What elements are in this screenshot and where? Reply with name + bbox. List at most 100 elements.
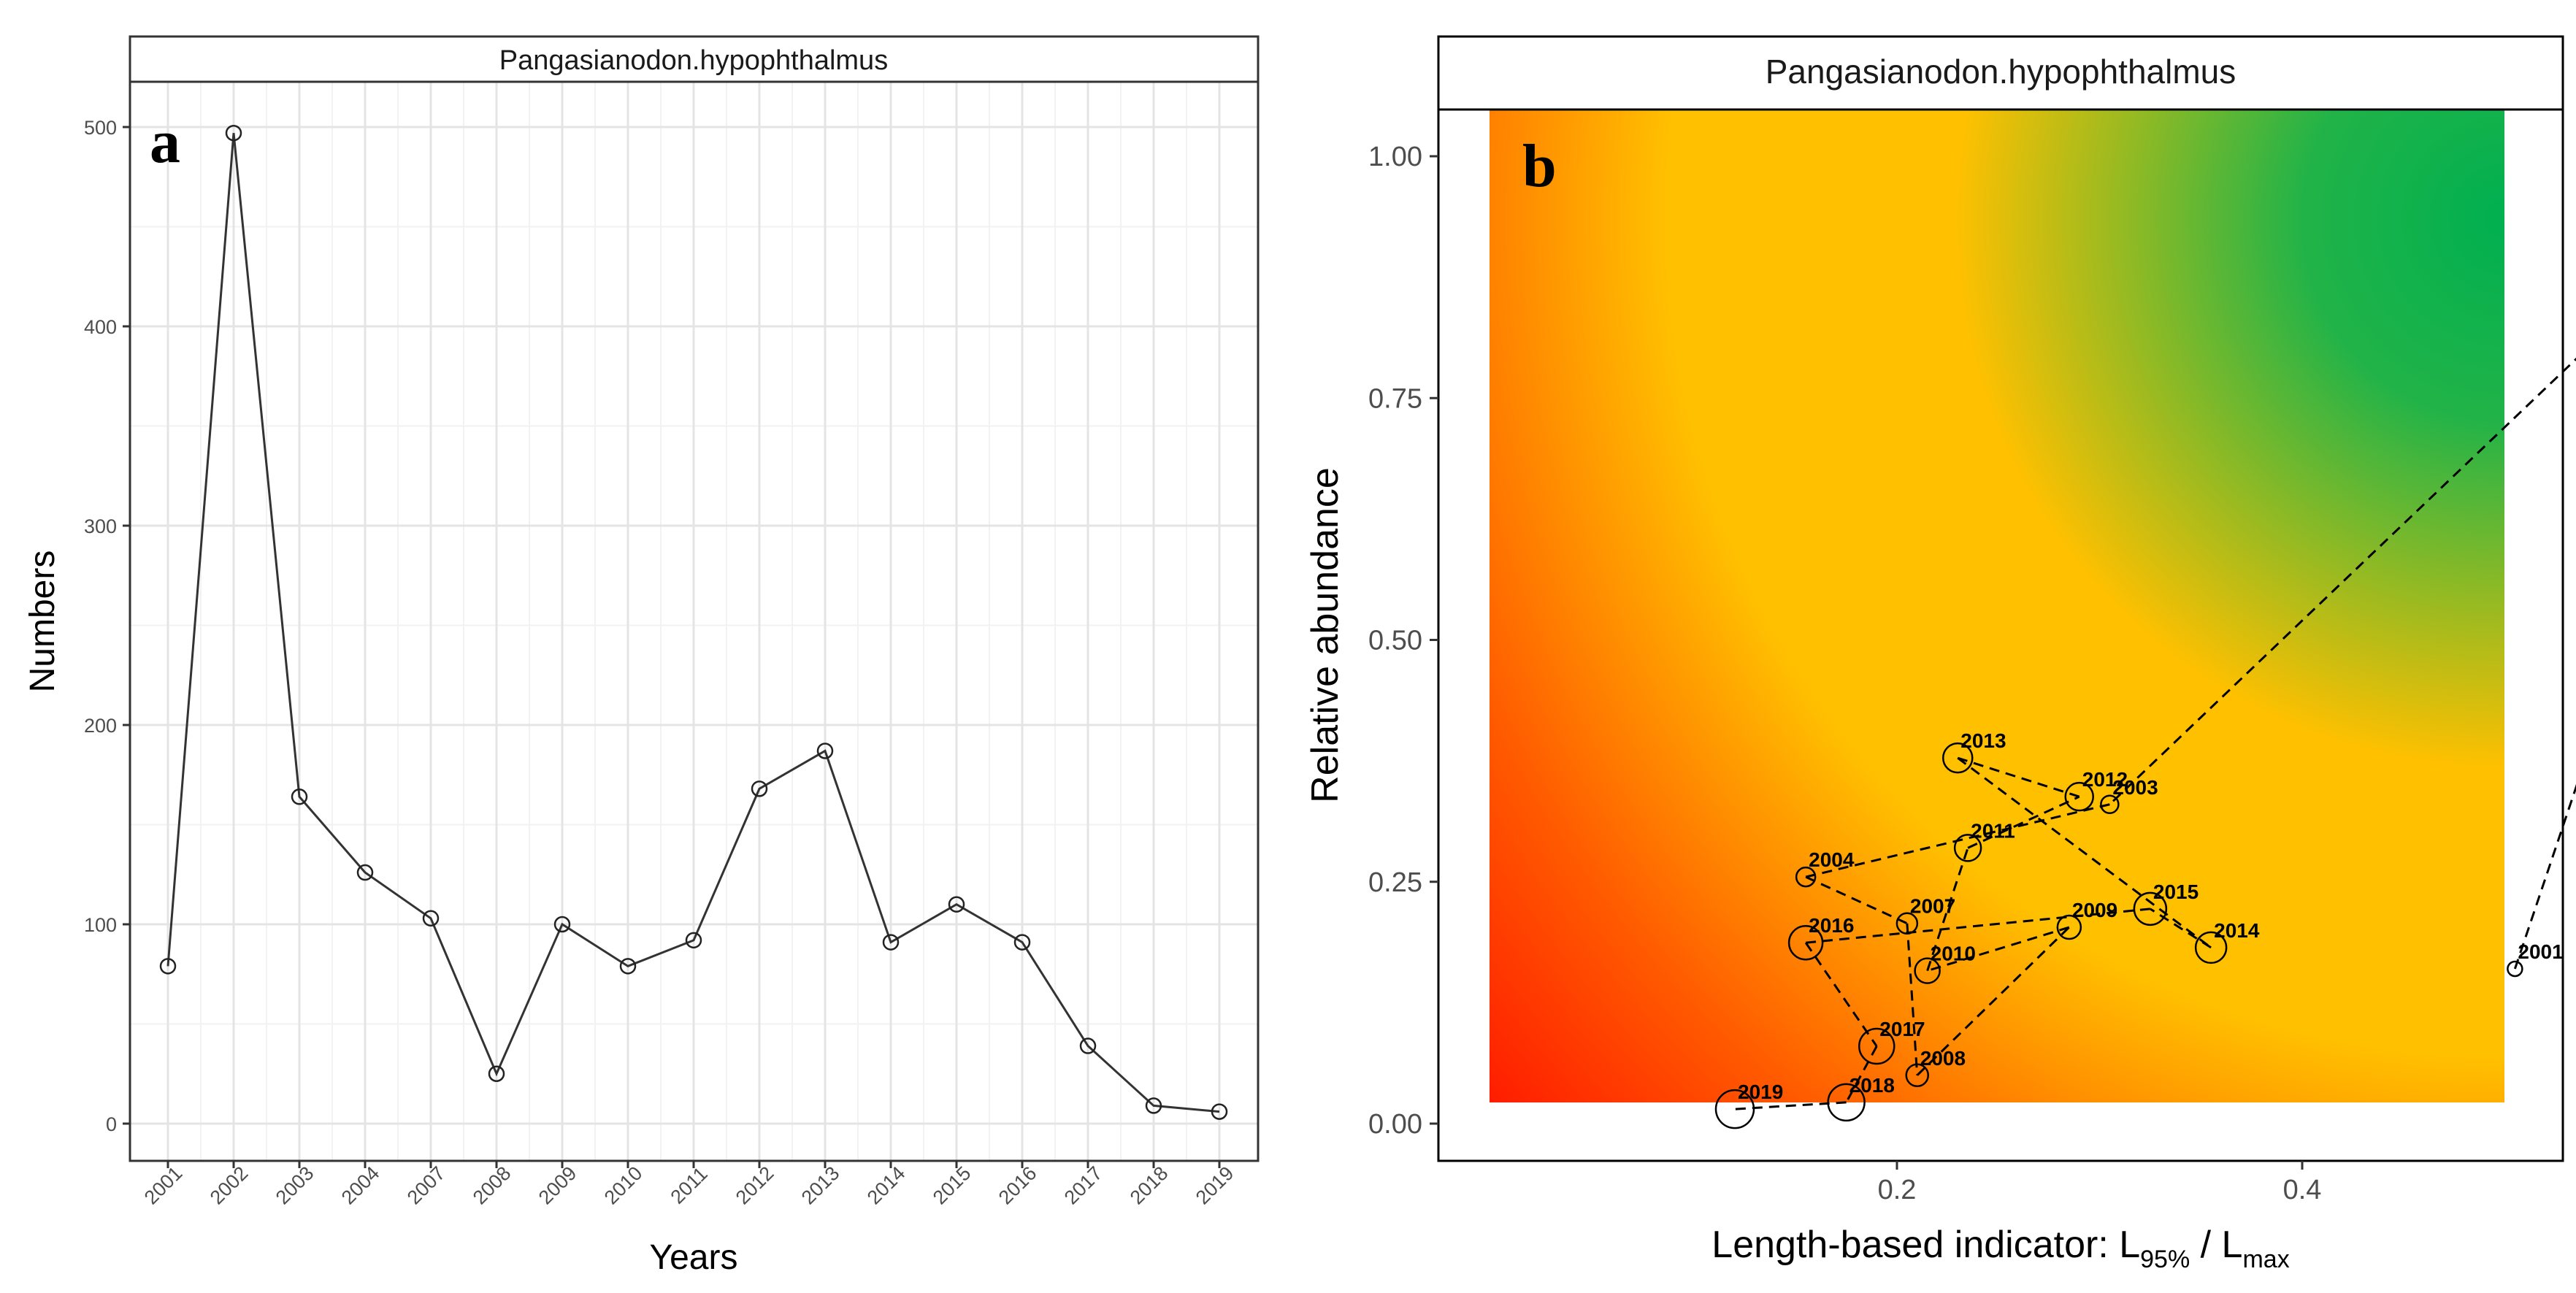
panel-b-year-label-2009: 2009: [2072, 899, 2117, 921]
panel-a-point-2007: [422, 910, 440, 927]
panel-b-ytick-label: 0.00: [1368, 1109, 1422, 1140]
panel-b-year-label-2004: 2004: [1809, 848, 1855, 871]
panel-a-point-2019: [1211, 1103, 1228, 1120]
panel-b-xtick-label: 0.4: [2283, 1175, 2322, 1205]
xlabel-prefix: Length-based indicator: L: [1711, 1224, 2140, 1266]
panel-a-point-2002: [225, 124, 242, 142]
panel-b-points: 2001200220032004200720082009201020112012…: [1714, 729, 2564, 1129]
panel-a-point-2001: [159, 958, 177, 975]
panel-b-segment-2008-2009: [1916, 926, 2070, 1076]
panel-a-point-2014: [882, 934, 900, 951]
panel-a-xlabel: Years: [650, 1238, 738, 1277]
panel-b-segment-2002-2003: [2109, 357, 2576, 805]
panel-a-xtick-label: 2009: [534, 1162, 581, 1209]
panel-a-xtick-label: 2012: [732, 1162, 778, 1209]
panel-b-ytick-label: 0.75: [1368, 383, 1422, 414]
panel-b-year-label-2011: 2011: [1971, 819, 2015, 842]
panel-a-point-2012: [751, 780, 768, 797]
panel-b-segment-2013-2014: [1957, 756, 2212, 949]
panel-b-year-label-2007: 2007: [1910, 895, 1955, 918]
panel-a-strip-title: Pangasianodon.hypophthalmus: [499, 45, 888, 76]
panel-b-ytick-label: 1.00: [1368, 142, 1422, 172]
panel-b-point-2001: [2507, 960, 2523, 978]
panel-a-xtick-label: 2019: [1192, 1162, 1238, 1209]
panel-a-series: [159, 124, 1228, 1120]
panel-a-gridlines: [130, 82, 1258, 1161]
panel-a-point-2011: [685, 932, 702, 949]
panel-b-segment-2011-2012: [1967, 795, 2080, 849]
panel-a-letter: a: [150, 108, 180, 176]
panel-a-line-chart: Pangasianodon.hypophthalmus 0 100 200 300 40…: [23, 35, 1260, 1277]
xlabel-sub2: max: [2242, 1246, 2289, 1273]
panel-b-segment-2012-2013: [1957, 756, 2080, 798]
panel-b-segment-2017-2018: [1845, 1045, 1878, 1103]
panel-b-segment-2014-2015: [2150, 908, 2212, 949]
panel-a-xtick-label: 2002: [206, 1162, 253, 1209]
panel-b-lbi-gradient: [1490, 110, 2504, 1102]
panel-a-xtick-label: 2003: [272, 1162, 318, 1209]
panel-a-point-2008: [488, 1065, 505, 1082]
panel-b-point-2017: [1858, 1027, 1895, 1065]
panel-b-point-2013: [1942, 742, 1974, 774]
panel-b-year-label-2008: 2008: [1920, 1047, 1966, 1070]
panel-b-year-label-2001: 2001: [2518, 940, 2563, 963]
panel-b-year-label-2003: 2003: [2112, 776, 2158, 799]
panel-b-year-label-2018: 2018: [1849, 1074, 1895, 1097]
xlabel-sub1: 95%: [2140, 1246, 2190, 1273]
panel-b-xlabel: Length-based indicator: L95% / Lmax: [1711, 1224, 2289, 1273]
panel-b-point-2015: [2133, 891, 2168, 926]
panel-b-year-label-2010: 2010: [1931, 943, 1976, 965]
panel-b-point-2004: [1795, 866, 1817, 888]
panel-b-year-label-2015: 2015: [2153, 880, 2199, 903]
panel-a-ytick-label: 400: [84, 316, 117, 338]
panel-b-letter: b: [1522, 132, 1557, 200]
panel-b-segment-2015-2016: [1805, 908, 2151, 944]
xlabel-mid: / L: [2190, 1224, 2242, 1266]
panel-b-year-label-2013: 2013: [1960, 729, 2006, 752]
panel-a-point-2015: [948, 896, 965, 913]
panel-a-point-2017: [1079, 1037, 1097, 1054]
panel-a-point-2003: [291, 789, 308, 805]
panel-b-ticks: 0.000.250.500.751.000.20.40.60.8: [1368, 142, 2322, 1205]
panel-b-point-2007: [1895, 912, 1919, 935]
panel-a-ytick-label: 200: [84, 715, 117, 737]
panel-a-xtick-label: 2008: [469, 1162, 515, 1209]
panel-b-ylabel: Relative abundance: [1304, 467, 1346, 803]
panel-a-xtick-label: 2014: [863, 1162, 910, 1209]
panel-b-point-2010: [1914, 957, 1941, 984]
panel-a-xtick-label: 2018: [1126, 1162, 1173, 1209]
panel-b-point-2003: [2100, 794, 2120, 814]
panel-a-point-2016: [1013, 934, 1031, 951]
panel-a-point-2009: [553, 916, 571, 933]
panel-b-year-label-2016: 2016: [1809, 914, 1854, 937]
panel-b-segment-2004-2007: [1805, 875, 1908, 925]
panel-b-strip-title: Pangasianodon.hypophthalmus: [1766, 53, 2236, 91]
panel-a-point-2018: [1145, 1097, 1162, 1114]
panel-b-year-label-2017: 2017: [1879, 1018, 1925, 1040]
panel-a-xtick-label: 2007: [403, 1162, 450, 1209]
panel-b-segment-2001-2002: [2513, 783, 2576, 970]
panel-a-xtick-label: 2015: [929, 1162, 975, 1209]
panel-b-year-label-2012: 2012: [2082, 768, 2128, 791]
panel-a-xtick-label: 2010: [600, 1162, 647, 1209]
panel-b-scatter-chart: Pangasianodon.hypophthalmus 200120022003…: [1304, 35, 2576, 1273]
panel-b-ytick-label: 0.50: [1368, 626, 1422, 656]
panel-a-xtick-label: 2011: [667, 1163, 712, 1208]
panel-a-ytick-label: 0: [106, 1113, 117, 1135]
panel-b-year-label-2014: 2014: [2214, 919, 2260, 942]
panel-b-point-2019: [1714, 1089, 1755, 1129]
panel-b-point-2014: [2194, 931, 2228, 964]
panel-a-xtick-label: 2004: [337, 1162, 384, 1209]
panel-b-xtick-label: 0.2: [1878, 1175, 1917, 1205]
panel-a-ylabel: Numbers: [23, 550, 62, 693]
panel-b-segment-2009-2010: [1927, 926, 2070, 972]
panel-b-point-2018: [1827, 1083, 1866, 1122]
panel-b-point-2009: [2056, 914, 2082, 940]
panel-a-ytick-label: 300: [84, 515, 117, 537]
panel-b-strip: [1437, 35, 2564, 111]
panel-b-ytick-label: 0.25: [1368, 867, 1422, 898]
panel-a-xtick-label: 2001: [140, 1162, 187, 1209]
panel-b-point-2011: [1953, 834, 1982, 862]
panel-b-point-2012: [2064, 781, 2094, 812]
